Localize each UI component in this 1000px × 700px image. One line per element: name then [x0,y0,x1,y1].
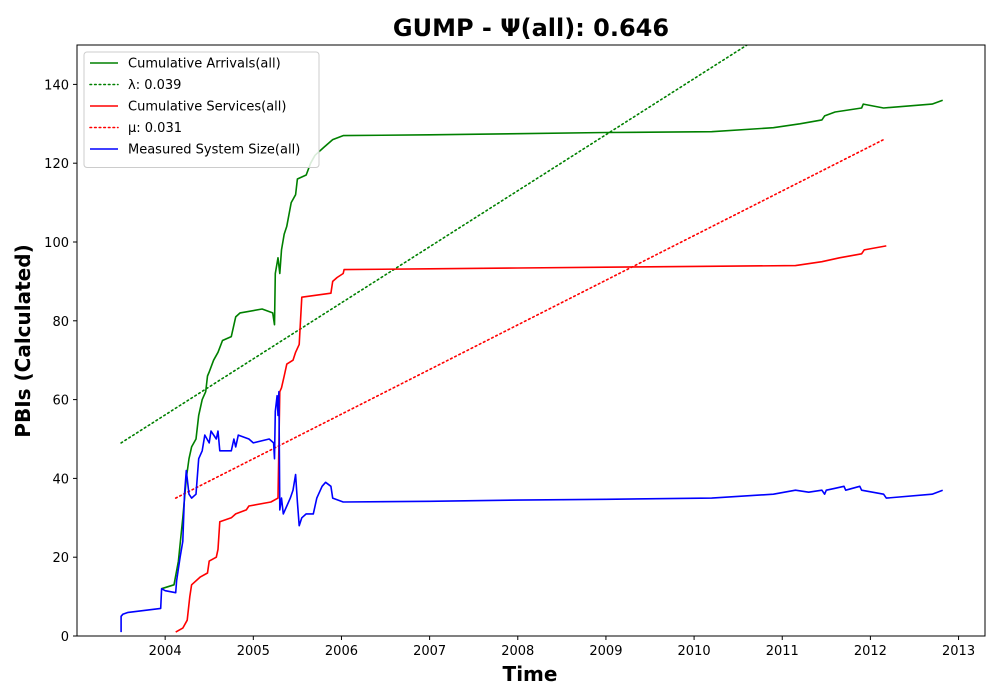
y-tick-label: 0 [61,630,69,645]
y-tick-label: 120 [44,157,69,172]
x-tick-label: 2008 [501,644,534,659]
legend: Cumulative Arrivals(all) λ: 0.039 Cumulati… [83,51,320,168]
x-tick-label: 2004 [149,644,182,659]
legend-box [83,51,320,168]
x-tick-label: 2011 [766,644,799,659]
x-tick-label: 2013 [942,644,975,659]
series-line-3 [174,138,885,499]
series-line-0 [161,99,943,590]
x-axis-title: Time [503,662,558,686]
x-axis: 2004 2005 2006 2007 2008 2009 2010 2011 2012 2013 [149,636,975,659]
legend-label-0: Cumulative Arrivals(all) [128,57,281,72]
x-tick-label: 2012 [854,644,887,659]
legend-label-1: λ: 0.039 [128,78,181,93]
plot-area [76,44,986,637]
x-tick-label: 2007 [413,644,446,659]
y-tick-label: 60 [52,394,69,409]
legend-label-2: Cumulative Services(all) [128,100,286,115]
y-axis-title: PBIs (Calculated) [11,244,35,437]
series-line-2 [175,245,887,633]
x-tick-label: 2006 [325,644,358,659]
legend-label-4: Measured System Size(all) [128,143,300,158]
x-tick-label: 2009 [589,644,622,659]
y-tick-label: 20 [52,551,69,566]
y-tick-label: 40 [52,472,69,487]
y-tick-label: 100 [44,236,69,251]
y-tick-label: 140 [44,78,69,93]
chart-title: GUMP - Ψ(all): 0.646 [393,14,669,42]
x-tick-label: 2005 [237,644,270,659]
series-line-4 [120,390,943,633]
plot-frame [76,44,986,637]
x-tick-label: 2010 [678,644,711,659]
y-axis: 0 20 40 60 80 100 120 140 [44,78,77,645]
legend-label-3: μ: 0.031 [128,121,182,136]
series-group [120,45,943,633]
y-tick-label: 80 [52,315,69,330]
series-line-1 [120,45,748,444]
